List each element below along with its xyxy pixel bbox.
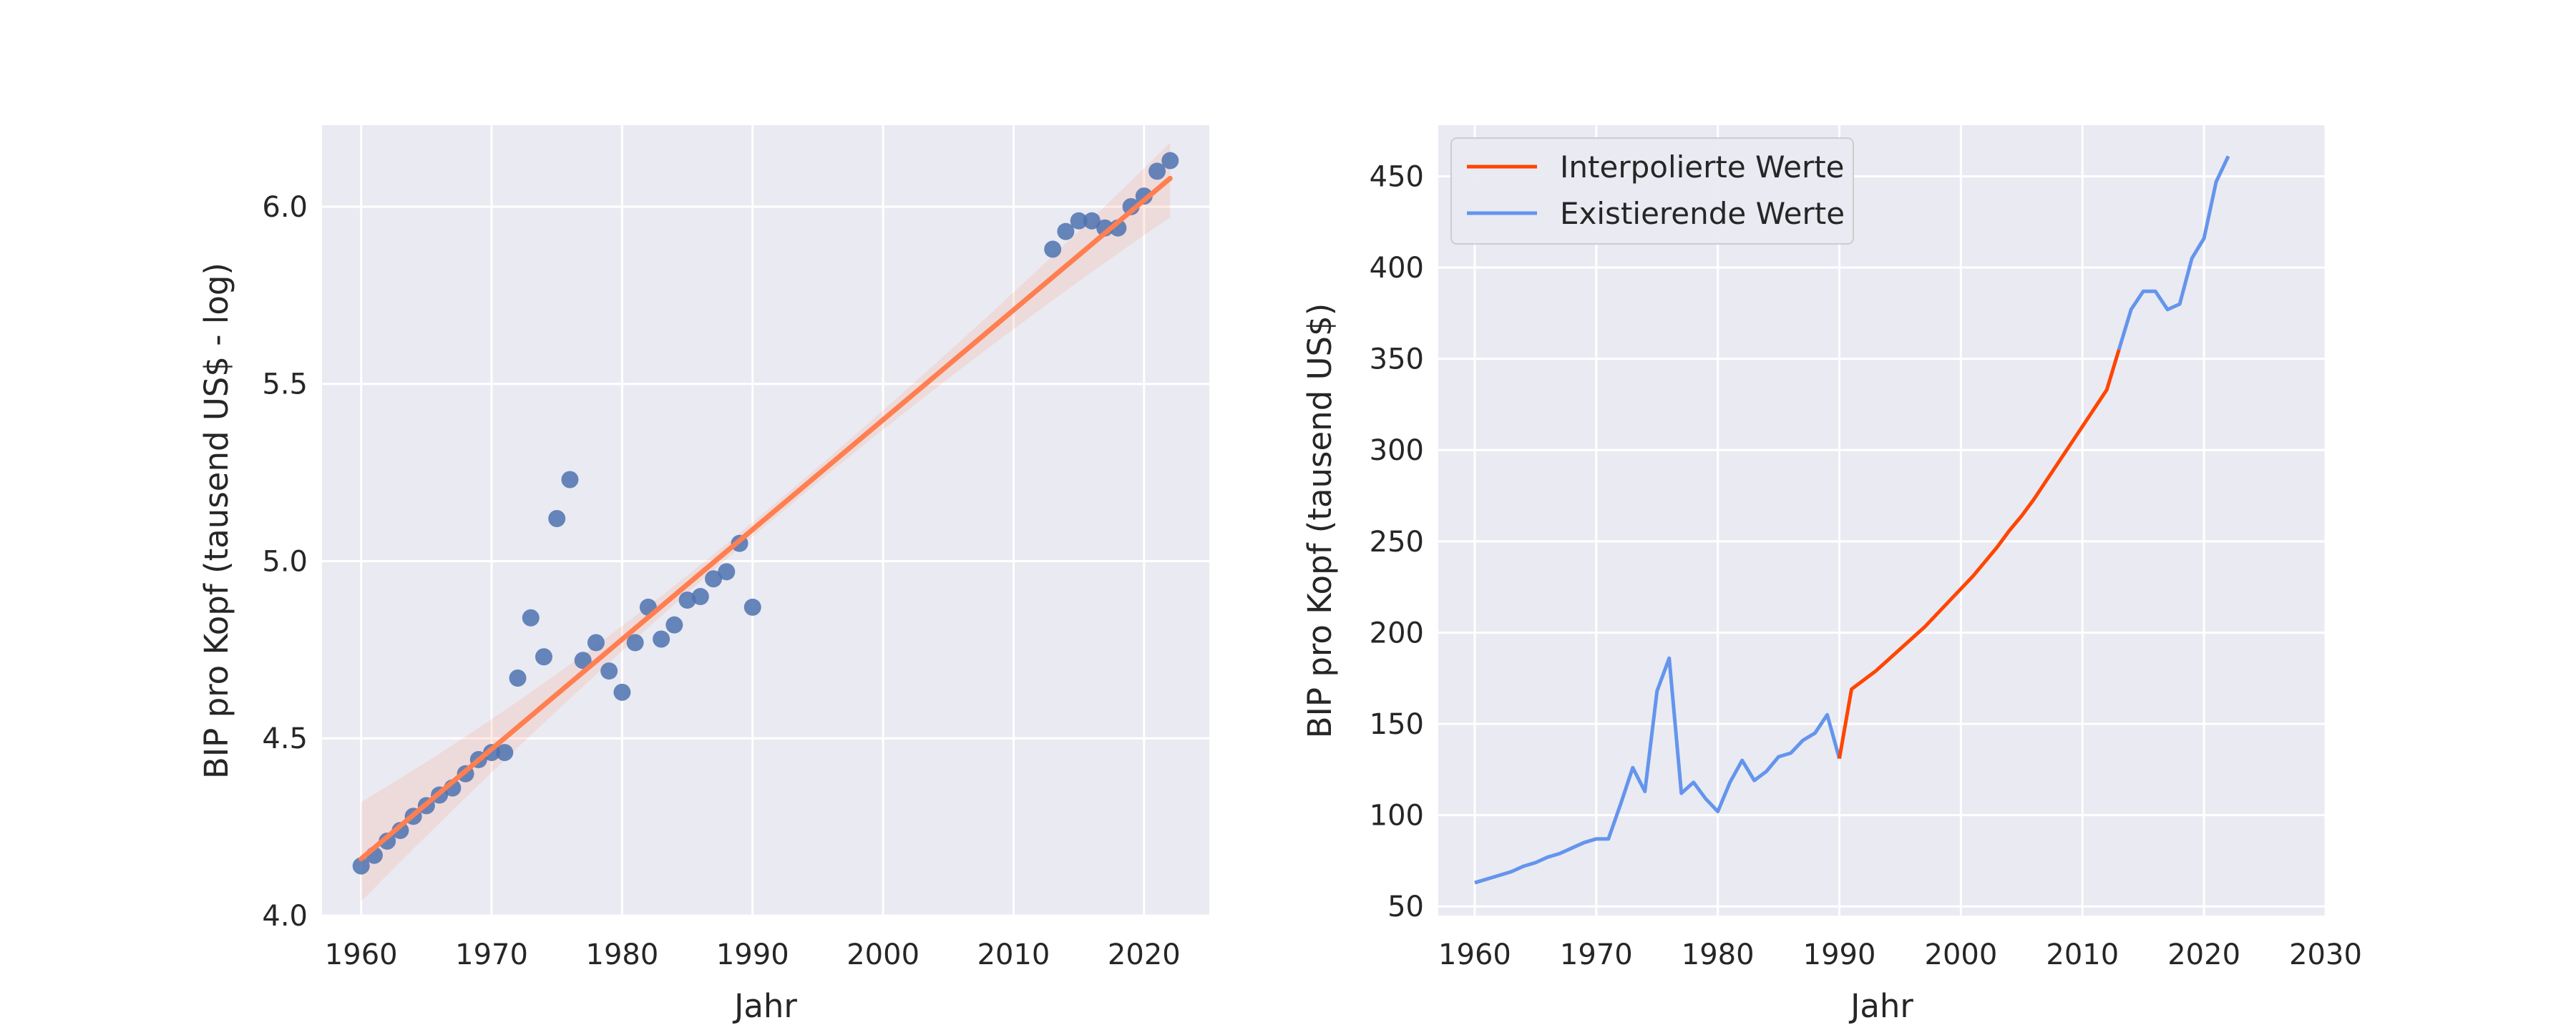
right-x-tick-label: 1970 bbox=[1560, 938, 1633, 971]
right-x-tick-label: 2020 bbox=[2167, 938, 2240, 971]
existing-values-line bbox=[1474, 656, 1841, 885]
left-x-tick-label: 2000 bbox=[847, 938, 919, 971]
left-x-tick-label: 1980 bbox=[586, 938, 659, 971]
left-y-tick-label: 6.0 bbox=[262, 191, 308, 224]
scatter-point bbox=[705, 570, 723, 588]
right-x-tick-label: 1960 bbox=[1438, 938, 1511, 971]
log-scatter-chart: 1960 1970 1980 1990 2000 2010 2020 4.0 4.5 5.0 5.… bbox=[197, 125, 1209, 1025]
scatter-point bbox=[1083, 212, 1101, 230]
left-x-tick-label: 1990 bbox=[716, 938, 789, 971]
right-y-tick-label: 200 bbox=[1370, 617, 1424, 649]
scatter-point bbox=[548, 510, 566, 528]
y-axis-label-right: BIP pro Kopf (tausend US$) bbox=[1301, 303, 1339, 739]
x-axis-label-left: Jahr bbox=[732, 987, 797, 1025]
ci-band bbox=[361, 142, 1171, 902]
gridlines-right bbox=[1438, 125, 2327, 916]
scatter-point bbox=[613, 683, 631, 701]
scatter-point bbox=[587, 634, 605, 652]
series-lines bbox=[1474, 155, 2230, 885]
scatter-point bbox=[600, 662, 618, 680]
scatter-point bbox=[391, 822, 409, 840]
scatter-point bbox=[678, 591, 696, 609]
left-y-tick-label: 5.0 bbox=[262, 545, 308, 578]
scatter-point bbox=[574, 652, 592, 670]
existing-values-line bbox=[2117, 155, 2230, 350]
scatter-point bbox=[653, 630, 670, 648]
scatter-point bbox=[496, 744, 514, 762]
x-axis-label-right: Jahr bbox=[1848, 987, 1913, 1025]
scatter-point bbox=[352, 857, 370, 875]
scatter-point bbox=[1161, 152, 1179, 170]
scatter-point bbox=[1070, 212, 1088, 230]
left-y-tick-label: 5.5 bbox=[262, 368, 308, 401]
right-y-tick-label: 350 bbox=[1370, 343, 1424, 376]
scatter-point bbox=[626, 634, 644, 652]
interpolated-values-line bbox=[1838, 349, 2121, 759]
scatter-point bbox=[691, 588, 709, 606]
left-x-tick-label: 1970 bbox=[455, 938, 528, 971]
scatter-point bbox=[535, 648, 552, 666]
x-tick-labels-right: 1960 1970 1980 1990 2000 2010 2020 2030 bbox=[1438, 938, 2362, 971]
regression-line bbox=[358, 175, 1173, 862]
legend-label-interpolated: Interpolierte Werte bbox=[1560, 149, 1845, 185]
left-y-tick-label: 4.0 bbox=[262, 900, 308, 933]
legend: Interpolierte Werte Existierende Werte bbox=[1450, 137, 1854, 245]
left-x-tick-label: 1960 bbox=[325, 938, 398, 971]
right-y-tick-label: 50 bbox=[1387, 891, 1424, 923]
scatter-point bbox=[1122, 197, 1140, 215]
right-x-tick-label: 2010 bbox=[2046, 938, 2119, 971]
right-x-tick-label: 1980 bbox=[1682, 938, 1755, 971]
plot-background-right bbox=[1438, 125, 2326, 916]
right-y-tick-label: 450 bbox=[1370, 160, 1424, 193]
scatter-point bbox=[1044, 240, 1062, 258]
scatter-point bbox=[561, 471, 579, 489]
y-axis-label-left: BIP pro Kopf (tausend US$ - log) bbox=[197, 263, 235, 779]
x-tick-labels-left: 1960 1970 1980 1990 2000 2010 2020 bbox=[325, 938, 1181, 971]
right-y-tick-label: 300 bbox=[1370, 434, 1424, 467]
scatter-point bbox=[1148, 162, 1166, 180]
right-y-tick-label: 150 bbox=[1370, 708, 1424, 741]
y-tick-labels-left: 4.0 4.5 5.0 5.5 6.0 bbox=[262, 191, 308, 933]
y-tick-labels-right: 50 100 150 200 250 300 350 400 450 bbox=[1370, 160, 1424, 923]
scatter-point bbox=[665, 616, 683, 634]
right-y-tick-label: 400 bbox=[1370, 252, 1424, 285]
scatter-point bbox=[379, 832, 396, 850]
scatter-point bbox=[743, 598, 761, 616]
right-y-tick-label: 100 bbox=[1370, 800, 1424, 833]
right-x-tick-label: 2030 bbox=[2289, 938, 2362, 971]
legend-label-existing: Existierende Werte bbox=[1560, 196, 1845, 231]
scatter-point bbox=[522, 609, 540, 627]
scatter-point bbox=[1057, 222, 1075, 240]
right-x-tick-label: 2000 bbox=[1925, 938, 1998, 971]
line-chart: 1960 1970 1980 1990 2000 2010 2020 2030 50 100 15… bbox=[1301, 125, 2362, 1025]
left-x-tick-label: 2010 bbox=[977, 938, 1050, 971]
regression-line-path bbox=[358, 175, 1173, 862]
confidence-band bbox=[361, 142, 1171, 902]
right-x-tick-label: 1990 bbox=[1803, 938, 1876, 971]
scatter-point bbox=[509, 670, 527, 687]
left-y-tick-label: 4.5 bbox=[262, 722, 308, 755]
right-y-tick-label: 250 bbox=[1370, 526, 1424, 559]
scatter-point bbox=[718, 563, 736, 581]
left-x-tick-label: 2020 bbox=[1108, 938, 1181, 971]
scatter-point bbox=[1135, 187, 1153, 205]
gridlines-left bbox=[322, 125, 1209, 917]
legend-box bbox=[1450, 137, 1854, 245]
